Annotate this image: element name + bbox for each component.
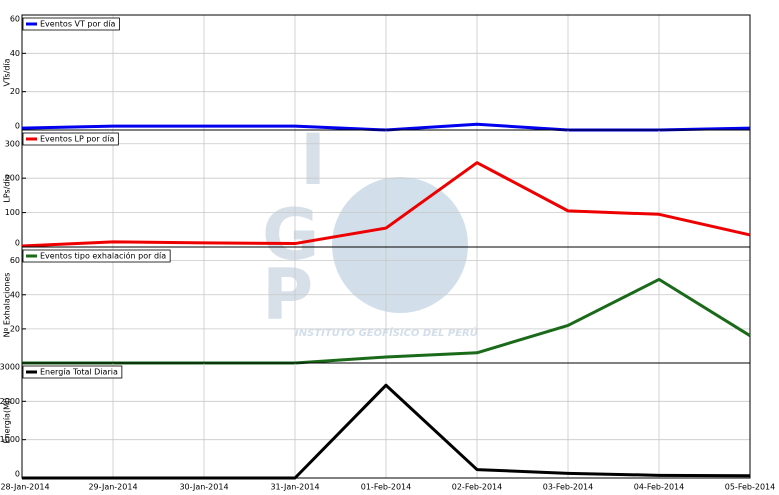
legend: Eventos VT por día [22, 17, 120, 31]
y-tick-label: 2000 [0, 397, 20, 406]
plot-frame [21, 362, 751, 479]
legend-box [22, 249, 171, 263]
y-tick-label: 3000 [0, 363, 20, 372]
y-tick-label: 0 [15, 470, 20, 479]
y-tick-label: 20 [10, 87, 20, 96]
x-tick-label: 28-Jan-2014 [0, 483, 49, 492]
y-tick-label: 0 [15, 122, 20, 131]
legend: Eventos tipo exhalación por día [22, 249, 171, 263]
legend: Energía Total Diaria [22, 365, 123, 379]
x-tick-label: 02-Feb-2014 [452, 483, 502, 492]
y-tick-label: 100 [5, 208, 20, 217]
x-tick-label: 29-Jan-2014 [88, 483, 137, 492]
y-tick-label: 40 [10, 49, 20, 58]
y-tick-label: 40 [10, 290, 20, 299]
watermark-text: INSTITUTO GEOFÍSICO DEL PERÚ [295, 326, 478, 339]
x-tick-label: 04-Feb-2014 [634, 483, 684, 492]
y-axis-label: VTs/día [3, 58, 12, 86]
data-line [22, 383, 751, 480]
legend-label: Eventos tipo exhalación por día [40, 251, 166, 261]
legend: Eventos LP por día [22, 132, 119, 146]
y-axis-label: LPs/día [3, 174, 12, 202]
legend-box [22, 17, 120, 31]
x-tick-label: 03-Feb-2014 [543, 483, 593, 492]
y-tick-label: 60 [10, 256, 20, 265]
x-tick-label: 05-Feb-2014 [725, 483, 775, 492]
y-tick-label: 1000 [0, 435, 20, 444]
y-tick-label: 300 [5, 139, 20, 148]
legend-label: Eventos VT por día [40, 20, 116, 29]
legend-label: Eventos LP por día [40, 135, 114, 144]
legend-label: Energía Total Diaria [40, 368, 118, 377]
x-tick-label: 30-Jan-2014 [179, 483, 228, 492]
watermark-letter: G [262, 194, 319, 276]
x-tick-label: 31-Jan-2014 [270, 483, 319, 492]
y-tick-label: 20 [10, 324, 20, 333]
y-tick-label: 200 [5, 174, 20, 183]
y-axis-label: Nº Exhalaciones [3, 273, 12, 338]
legend-box [22, 365, 123, 379]
watermark-globe [332, 177, 468, 313]
y-axis-label: Energía(MJ) [3, 398, 12, 444]
y-tick-label: 0 [15, 239, 20, 248]
x-tick-label: 01-Feb-2014 [361, 483, 411, 492]
watermark-letter: I [300, 119, 326, 201]
y-tick-label: 60 [10, 15, 20, 24]
legend-box [22, 132, 119, 146]
data-line [21, 161, 751, 248]
watermark: I G P INSTITUTO GEOFÍSICO DEL PERÚ [262, 119, 478, 339]
